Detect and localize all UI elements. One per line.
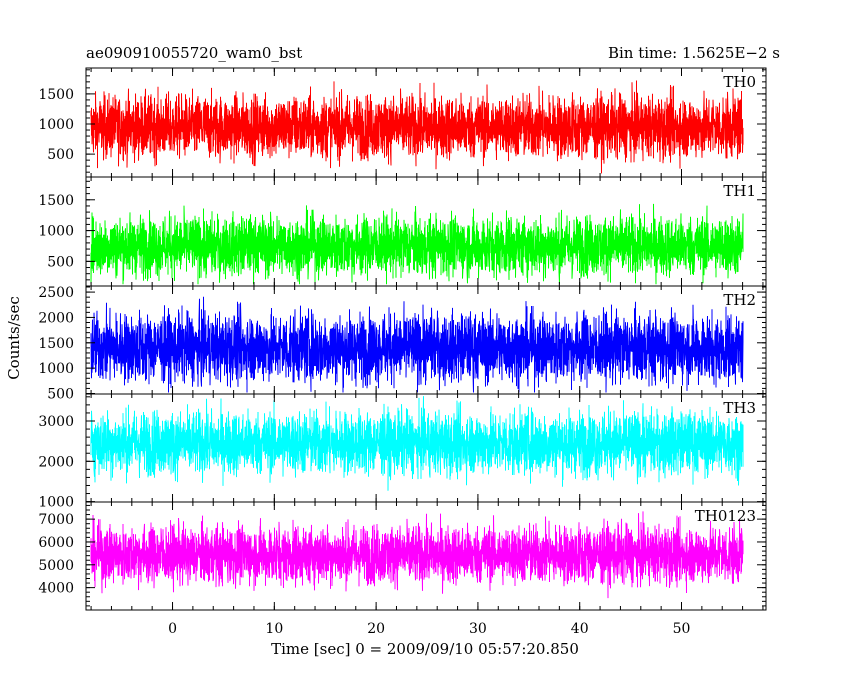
y-tick-label: 1500 [38,87,74,103]
y-tick-label: 5000 [38,558,74,574]
y-tick-label: 1500 [38,193,74,209]
y-tick-label: 1000 [38,117,74,133]
y-tick-label: 500 [47,147,74,163]
panel-th0123: 4000 5000 6000 7000 TH0123 [38,501,767,611]
y-tick-label: 1000 [38,224,74,240]
x-axis-label: Time [sec] 0 = 2009/09/10 05:57:20.850 [271,640,579,658]
y-tick-label: 2000 [38,454,74,470]
panels-group: 50010001500TH050010001500TH1500100015002… [38,67,767,637]
y-tick-label: 4000 [38,581,74,597]
y-tick-label: 500 [47,254,74,270]
y-tick-label: 6000 [38,535,74,551]
y-tick-label: 1500 [38,336,74,352]
series-th0 [90,80,744,174]
y-tick-label: 2500 [38,285,74,301]
y-tick-label: 1000 [38,361,74,377]
panel-label: TH0 [723,73,756,91]
y-tick-label: 500 [47,386,74,402]
y-tick-label: 3000 [38,414,74,430]
panel-th2: 500 1000 1500 2000 2500 TH2 [38,285,767,402]
panel-label: TH3 [723,399,756,417]
panel-th1: 500 1000 1500 TH1 [38,176,767,287]
y-tick-label: 7000 [38,512,74,528]
panel-th0: 500 1000 1500 TH0 [38,67,767,178]
series-th3 [90,396,744,491]
panel-label: TH1 [723,182,756,200]
x-tick-label: 40 [571,621,589,637]
x-tick-label: 0 [168,621,177,637]
y-tick-label: 2000 [38,310,74,326]
y-axis-label: Counts/sec [5,296,23,380]
panel-label: TH2 [723,291,756,309]
y-tick-label: 1000 [38,495,74,511]
x-tick-label: 10 [265,621,283,637]
x-tick-label: 30 [469,621,487,637]
series-th2 [90,296,744,393]
chart-title-left: ae090910055720_wam0_bst [86,44,302,62]
series-th0123 [90,511,744,599]
series-th1 [90,203,744,285]
chart-title-right: Bin time: 1.5625E−2 s [608,44,780,62]
x-tick-label: 50 [673,621,691,637]
panel-label: TH0123 [695,507,756,525]
panel-th3: 1000 2000 3000 TH3 [38,393,767,511]
x-tick-label: 20 [367,621,385,637]
